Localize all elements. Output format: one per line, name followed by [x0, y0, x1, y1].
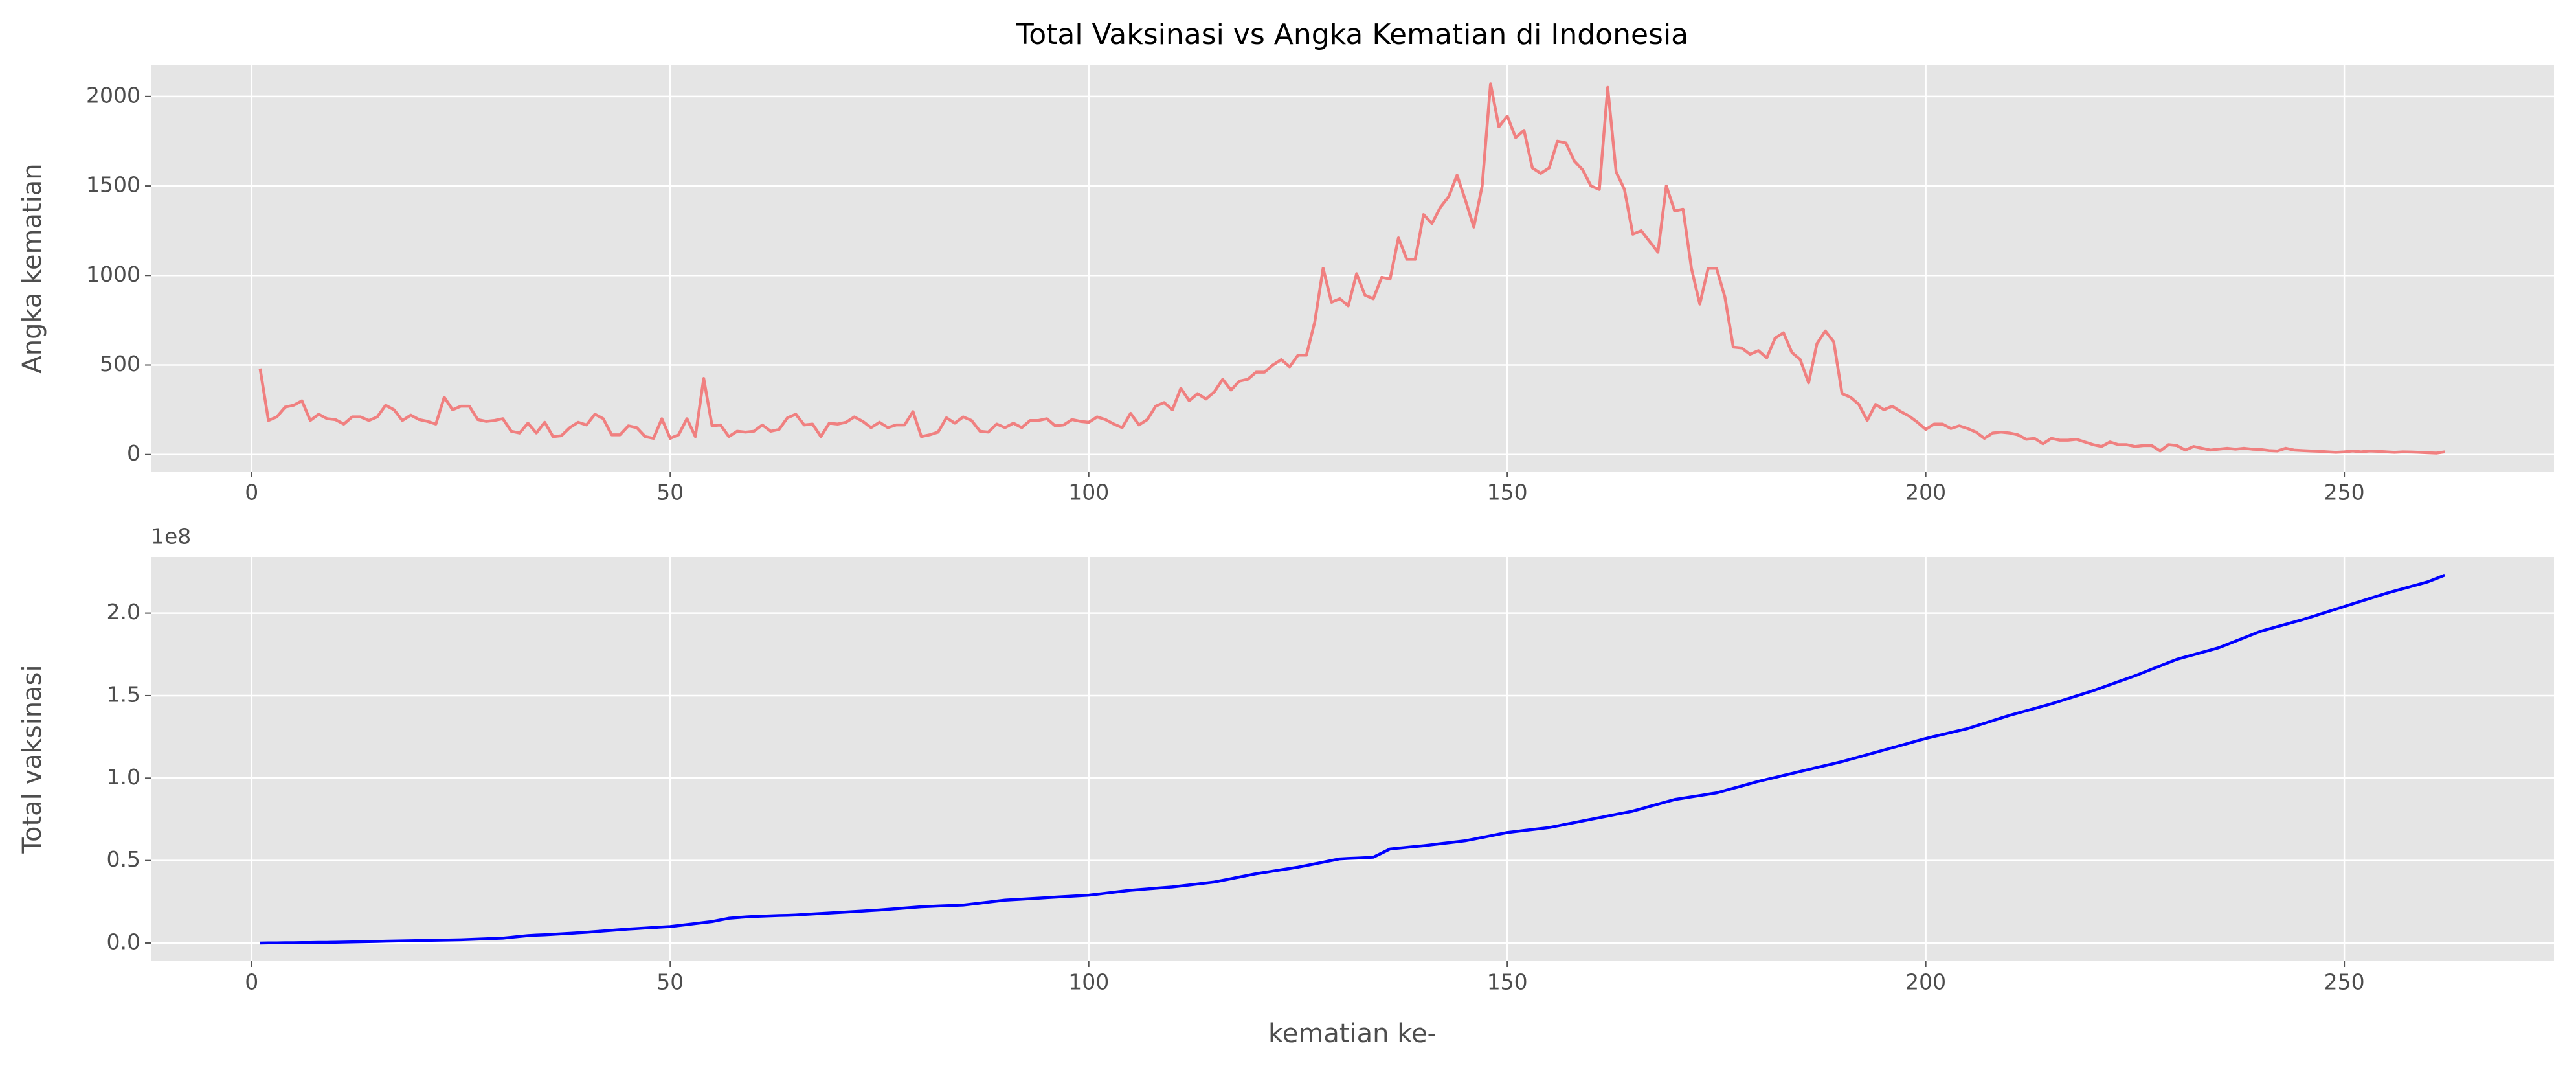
x-tick-label: 100	[1068, 970, 1109, 995]
y-tick-label: 1.5	[107, 681, 140, 707]
y-axis-label: Total vaksinasi	[17, 665, 47, 854]
chart-title: Total Vaksinasi vs Angka Kematian di Ind…	[1016, 18, 1688, 51]
x-tick-label: 50	[656, 480, 684, 505]
x-tick-label: 0	[245, 480, 258, 505]
y-tick-label: 2.0	[107, 599, 140, 624]
x-tick-label: 100	[1068, 480, 1109, 505]
x-tick-label: 200	[1905, 970, 1946, 995]
x-tick-label: 150	[1487, 970, 1528, 995]
data-line	[260, 573, 2446, 945]
plot-area	[151, 557, 2554, 961]
y-tick-label: 1.0	[107, 764, 140, 790]
y-tick-label: 0	[127, 440, 140, 466]
x-tick-label: 200	[1905, 480, 1946, 505]
y-tick-label: 1000	[86, 262, 140, 287]
x-tick-label: 250	[2324, 480, 2365, 505]
y-tick-label: 2000	[86, 82, 140, 108]
plot-area	[151, 65, 2554, 472]
y-tick-label: 0.0	[107, 929, 140, 954]
x-tick-label: 0	[245, 970, 258, 995]
x-tick-label: 250	[2324, 970, 2365, 995]
offset-label: 1e8	[151, 524, 191, 549]
y-axis-label: Angka kematian	[17, 163, 47, 373]
x-axis-label: kematian ke-	[1268, 1019, 1437, 1049]
y-tick-label: 500	[100, 351, 140, 376]
data-line	[258, 82, 2445, 455]
y-tick-label: 0.5	[107, 847, 140, 872]
x-tick-label: 50	[656, 970, 684, 995]
x-tick-label: 150	[1487, 480, 1528, 505]
y-tick-label: 1500	[86, 172, 140, 198]
